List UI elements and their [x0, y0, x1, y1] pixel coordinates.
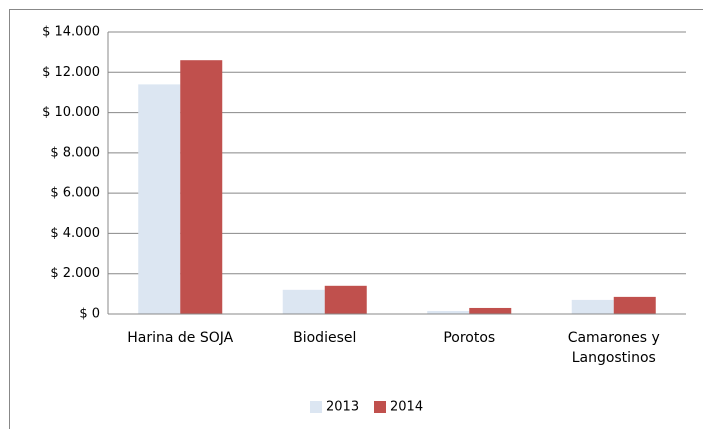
bar [427, 310, 470, 314]
y-tick-label: $ 6.000 [50, 186, 100, 201]
x-tick-label: Porotos [443, 330, 496, 346]
y-tick-label: $ 0 [79, 307, 100, 322]
legend-label: 2014 [390, 400, 423, 415]
y-tick-label: $ 10.000 [42, 105, 100, 120]
legend-label: 2013 [326, 400, 359, 415]
y-tick-label: $ 8.000 [50, 145, 100, 160]
y-tick-label: $ 14.000 [42, 25, 100, 40]
x-tick-label: Camarones y Langostinos [567, 330, 660, 366]
bar [282, 289, 325, 314]
y-tick-label: $ 4.000 [50, 226, 100, 241]
bar [138, 84, 181, 314]
bar [324, 285, 367, 314]
bar [180, 60, 223, 315]
y-tick-label: $ 2.000 [50, 266, 100, 281]
x-tick-label: Harina de SOJA [127, 330, 234, 346]
chart-border [9, 9, 703, 429]
x-tick-label: Biodiesel [293, 330, 357, 346]
legend-swatch [310, 401, 322, 413]
bar [571, 299, 614, 314]
bar [613, 296, 656, 314]
y-tick-label: $ 12.000 [42, 65, 100, 80]
legend-swatch [374, 401, 386, 413]
bar [469, 307, 512, 314]
